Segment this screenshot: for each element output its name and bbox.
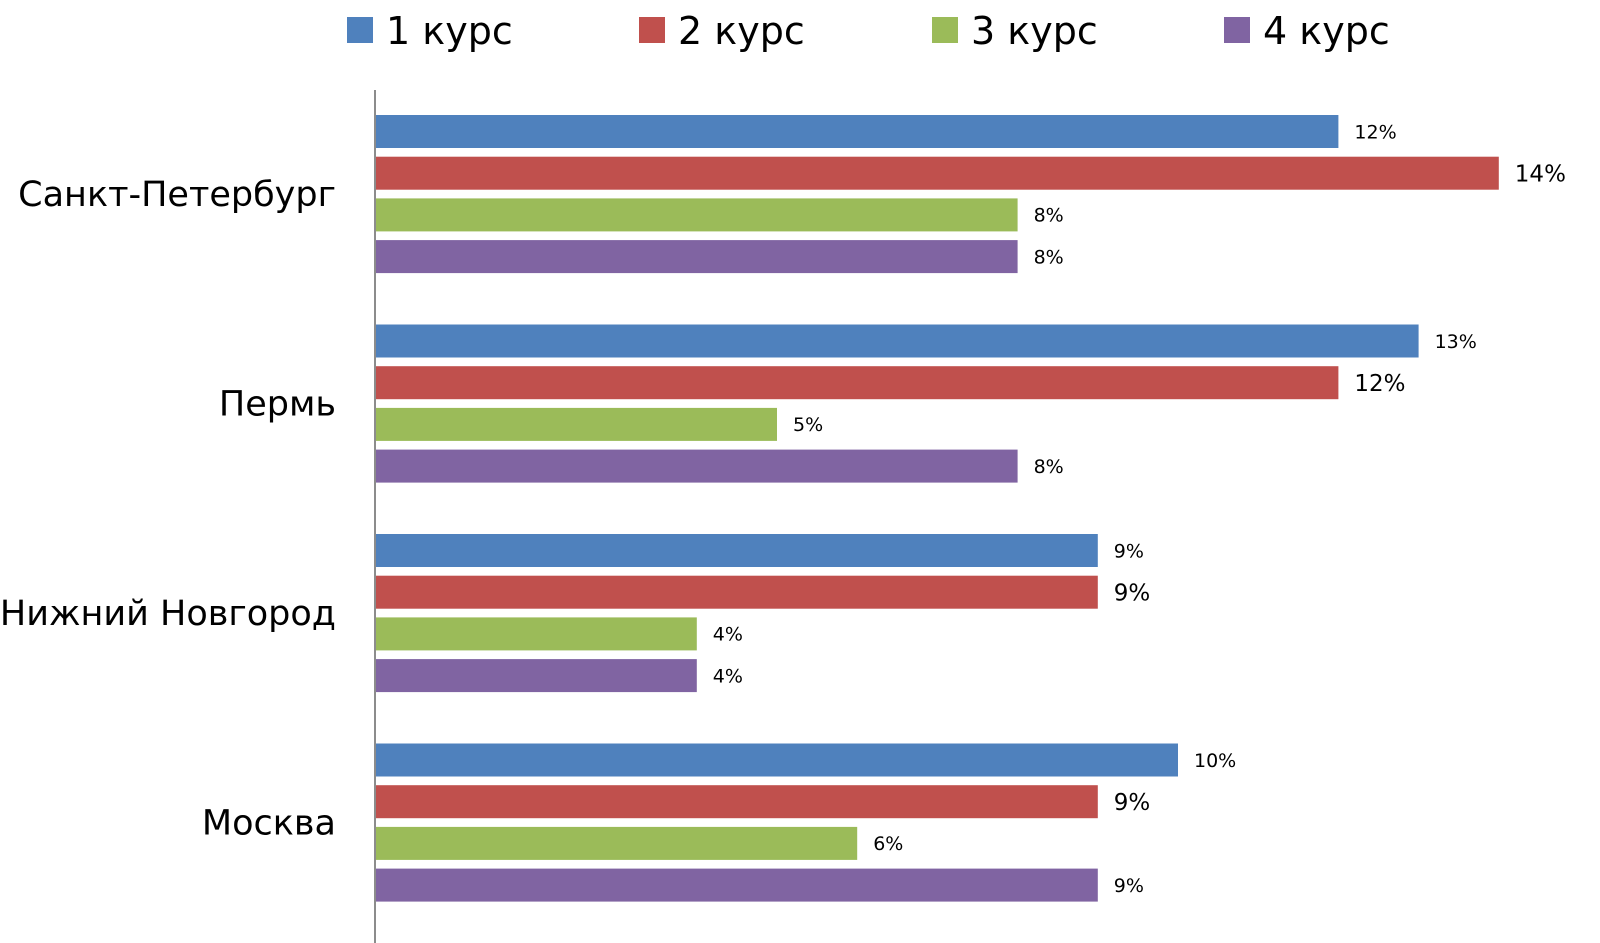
- bar-2-series-4: [376, 449, 1018, 483]
- data-label-1-series-4: 8%: [1034, 246, 1064, 268]
- legend-label-4: 4 курс: [1263, 9, 1390, 53]
- category-label-2: Пермь: [219, 385, 336, 425]
- data-label-2-series-4: 8%: [1034, 456, 1064, 478]
- bar-3-series-4: [376, 659, 697, 693]
- bar-2-series-2: [376, 366, 1339, 400]
- data-label-2-series-1: 13%: [1435, 331, 1477, 353]
- plot-area: 12% 14% 8% 8% 13% 12% 5% 8% 9% 9% 4% 4% 10% 9% 6% 9%: [376, 115, 1566, 902]
- legend-swatch-2: [639, 17, 665, 43]
- data-label-2-series-2: 12%: [1354, 371, 1405, 397]
- legend-label-2: 2 курс: [678, 9, 805, 53]
- category-label-3: Нижний Новгород: [0, 594, 336, 634]
- bar-1-series-4: [376, 240, 1018, 274]
- bar-1-series-1: [376, 115, 1339, 148]
- data-label-3-series-2: 9%: [1114, 581, 1151, 607]
- bar-4-series-2: [376, 785, 1098, 819]
- legend-label-1: 1 курс: [386, 9, 513, 53]
- legend-swatch-1: [347, 17, 373, 43]
- bar-4-series-1: [376, 743, 1178, 777]
- bar-1-series-3: [376, 198, 1018, 232]
- data-label-1-series-1: 12%: [1354, 121, 1396, 143]
- category-label-4: Москва: [202, 804, 336, 844]
- bar-2-series-1: [376, 324, 1419, 358]
- data-label-4-series-2: 9%: [1114, 790, 1151, 816]
- data-label-1-series-2: 14%: [1515, 162, 1566, 188]
- data-label-4-series-4: 9%: [1114, 875, 1144, 897]
- data-label-3-series-4: 4%: [713, 665, 743, 687]
- category-axis-labels: Санкт-Петербург Пермь Нижний Новгород Москв…: [0, 175, 336, 843]
- bar-2-series-3: [376, 407, 777, 441]
- bar-3-series-3: [376, 617, 697, 651]
- legend-swatch-4: [1224, 17, 1250, 43]
- data-label-4-series-3: 6%: [873, 833, 903, 855]
- legend-swatch-3: [932, 17, 958, 43]
- bar-4-series-3: [376, 826, 858, 860]
- data-label-1-series-3: 8%: [1034, 205, 1064, 227]
- chart-legend: 1 курс 2 курс 3 курс 4 курс: [347, 9, 1390, 53]
- data-label-3-series-3: 4%: [713, 624, 743, 646]
- category-label-1: Санкт-Петербург: [18, 175, 336, 215]
- data-label-4-series-1: 10%: [1194, 750, 1236, 772]
- data-label-3-series-1: 9%: [1114, 540, 1144, 562]
- data-label-2-series-3: 5%: [793, 414, 823, 436]
- bar-3-series-1: [376, 534, 1098, 567]
- legend-label-3: 3 курс: [971, 9, 1098, 53]
- bar-4-series-4: [376, 868, 1098, 902]
- bar-3-series-2: [376, 575, 1098, 609]
- bar-1-series-2: [376, 156, 1499, 190]
